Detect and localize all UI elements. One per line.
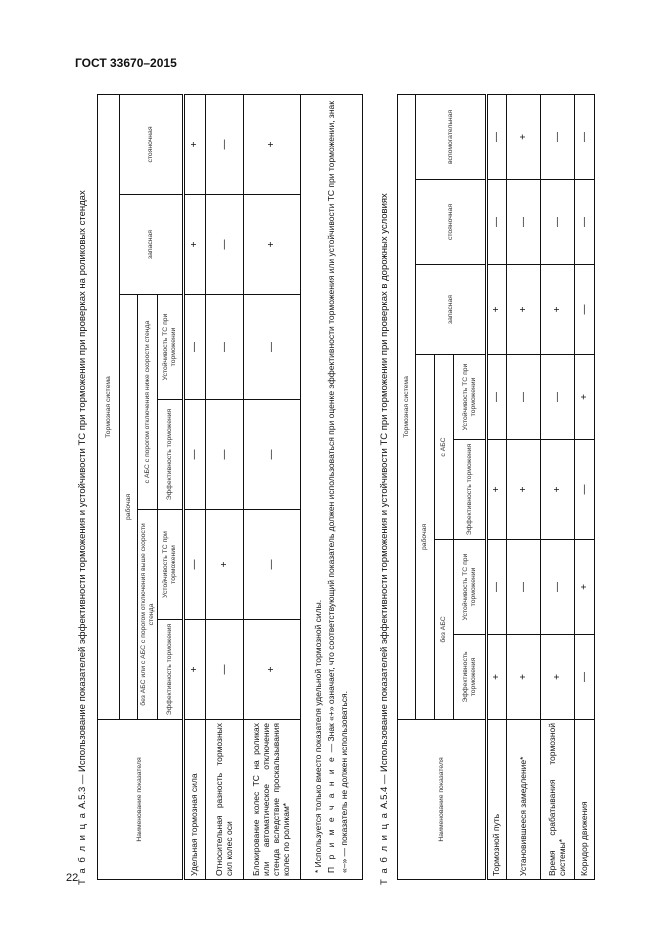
header-efficiency: Эффективность торможения bbox=[157, 399, 184, 510]
row-name: Блокирование колес ТС на роликах или авт… bbox=[243, 719, 301, 880]
cell: — bbox=[506, 179, 541, 265]
cell: + bbox=[540, 264, 575, 355]
cell: — bbox=[243, 399, 301, 510]
cell: — bbox=[506, 539, 541, 635]
cell: — bbox=[540, 539, 575, 635]
cell: + bbox=[183, 194, 206, 295]
cell: — bbox=[205, 94, 244, 195]
note-label: П р и м е ч а н и е bbox=[326, 754, 337, 873]
cell: — bbox=[243, 509, 301, 620]
cell: — bbox=[183, 294, 206, 400]
table-row: Установившееся замедление* + — + — + — + bbox=[506, 94, 541, 880]
table-row: Удельная тормозная сила + — — — + + bbox=[183, 94, 206, 880]
header-stability: Устойчивость ТС при торможении bbox=[453, 354, 487, 440]
cell: — bbox=[243, 294, 301, 400]
header-group2: с АБС bbox=[434, 354, 454, 540]
table-label: Т а б л и ц а bbox=[379, 811, 390, 885]
cell: + bbox=[243, 194, 301, 295]
header-reserve: запасная bbox=[119, 194, 184, 295]
cell: — bbox=[486, 539, 507, 635]
cell: + bbox=[205, 509, 244, 620]
header-system: Тормозная система bbox=[397, 94, 416, 720]
cell: — bbox=[574, 94, 595, 180]
cell: — bbox=[205, 399, 244, 510]
cell: + bbox=[183, 94, 206, 195]
table-row: Время срабатывания тормозной системы* + … bbox=[540, 94, 575, 880]
header-stability: Устойчивость ТС при торможении bbox=[157, 294, 184, 400]
cell: — bbox=[540, 94, 575, 180]
header-auxiliary: вспомогательная bbox=[415, 94, 487, 180]
header-working: рабочая bbox=[119, 294, 138, 720]
table-row: Коридор движения — + — + — — — bbox=[574, 94, 595, 880]
header-reserve: запасная bbox=[415, 264, 487, 355]
row-name: Удельная тормозная сила bbox=[183, 719, 206, 880]
row-name: Тормозной путь bbox=[486, 719, 507, 880]
row-name: Установившееся замедление* bbox=[506, 719, 541, 880]
header-group1: без АБС bbox=[434, 539, 454, 720]
header-efficiency: Эффективность торможения bbox=[157, 619, 184, 720]
cell: — bbox=[205, 194, 244, 295]
cell: — bbox=[183, 509, 206, 620]
page-number: 22 bbox=[66, 872, 79, 884]
cell: + bbox=[243, 94, 301, 195]
cell: + bbox=[486, 264, 507, 355]
footnote: * Используется только вместо показателя … bbox=[313, 599, 324, 873]
cell: — bbox=[574, 634, 595, 720]
header-stability: Устойчивость ТС при торможении bbox=[453, 539, 487, 635]
table-a53-title: Т а б л и ц а А.5.3 — Использование пока… bbox=[77, 190, 88, 885]
cell: + bbox=[540, 634, 575, 720]
cell: + bbox=[486, 439, 507, 540]
cell: + bbox=[486, 634, 507, 720]
cell: — bbox=[506, 354, 541, 440]
cell: + bbox=[183, 619, 206, 720]
table-row: Блокирование колес ТС на роликах или авт… bbox=[243, 94, 301, 880]
header-system: Тормозная система bbox=[97, 94, 120, 720]
cell: + bbox=[540, 439, 575, 540]
table-row: Относительная разность тормозных сил кол… bbox=[205, 94, 244, 880]
cell: — bbox=[183, 399, 206, 510]
header-name: Наименование показателя bbox=[397, 719, 487, 880]
cell: + bbox=[506, 439, 541, 540]
table-a54-title: Т а б л и ц а А.5.4 — Использование пока… bbox=[379, 193, 390, 885]
note: П р и м е ч а н и е — Знак «+» означает,… bbox=[325, 101, 351, 873]
cell: — bbox=[205, 294, 244, 400]
header-efficiency: Эффективность торможения bbox=[453, 634, 487, 720]
table-notes: * Используется только вместо показателя … bbox=[300, 94, 363, 880]
document-code: ГОСТ 33670–2015 bbox=[75, 56, 177, 70]
cell: + bbox=[574, 539, 595, 635]
header-parking: стояночная bbox=[415, 179, 487, 265]
row-name: Относительная разность тормозных сил кол… bbox=[205, 719, 244, 880]
header-efficiency: Эффективность торможения bbox=[453, 439, 487, 540]
cell: + bbox=[506, 634, 541, 720]
header-working: рабочая bbox=[415, 354, 435, 720]
table-row: Тормозной путь + — + — + — — bbox=[486, 94, 507, 880]
cell: + bbox=[243, 619, 301, 720]
cell: + bbox=[574, 354, 595, 440]
header-stability: Устойчивость ТС при торможении bbox=[157, 509, 184, 620]
table-a54: Наименование показателя Тормозная систем… bbox=[397, 93, 595, 880]
cell: + bbox=[506, 264, 541, 355]
table-a53: Наименование показателя Тормозная систем… bbox=[97, 93, 363, 880]
cell: — bbox=[540, 179, 575, 265]
cell: — bbox=[486, 94, 507, 180]
rotated-content: Т а б л и ц а А.5.3 — Использование пока… bbox=[75, 93, 600, 895]
table-label: Т а б л и ц а bbox=[77, 811, 88, 885]
header-parking: стояночная bbox=[119, 94, 184, 195]
cell: — bbox=[574, 439, 595, 540]
cell: + bbox=[506, 94, 541, 180]
header-name: Наименование показателя bbox=[97, 719, 184, 880]
header-group1: без АБС или с АБС с порогом отключения в… bbox=[137, 509, 158, 720]
cell: — bbox=[574, 179, 595, 265]
cell: — bbox=[574, 264, 595, 355]
row-name: Коридор движения bbox=[574, 719, 595, 880]
table-title-text: А.5.3 — Использование показателей эффект… bbox=[77, 190, 88, 809]
table-title-text: А.5.4 — Использование показателей эффект… bbox=[379, 193, 390, 809]
cell: — bbox=[486, 179, 507, 265]
cell: — bbox=[486, 354, 507, 440]
cell: — bbox=[205, 619, 244, 720]
cell: — bbox=[540, 354, 575, 440]
header-group2: с АБС с порогом отключения ниже скорости… bbox=[137, 294, 158, 510]
row-name: Время срабатывания тормозной системы* bbox=[540, 719, 575, 880]
